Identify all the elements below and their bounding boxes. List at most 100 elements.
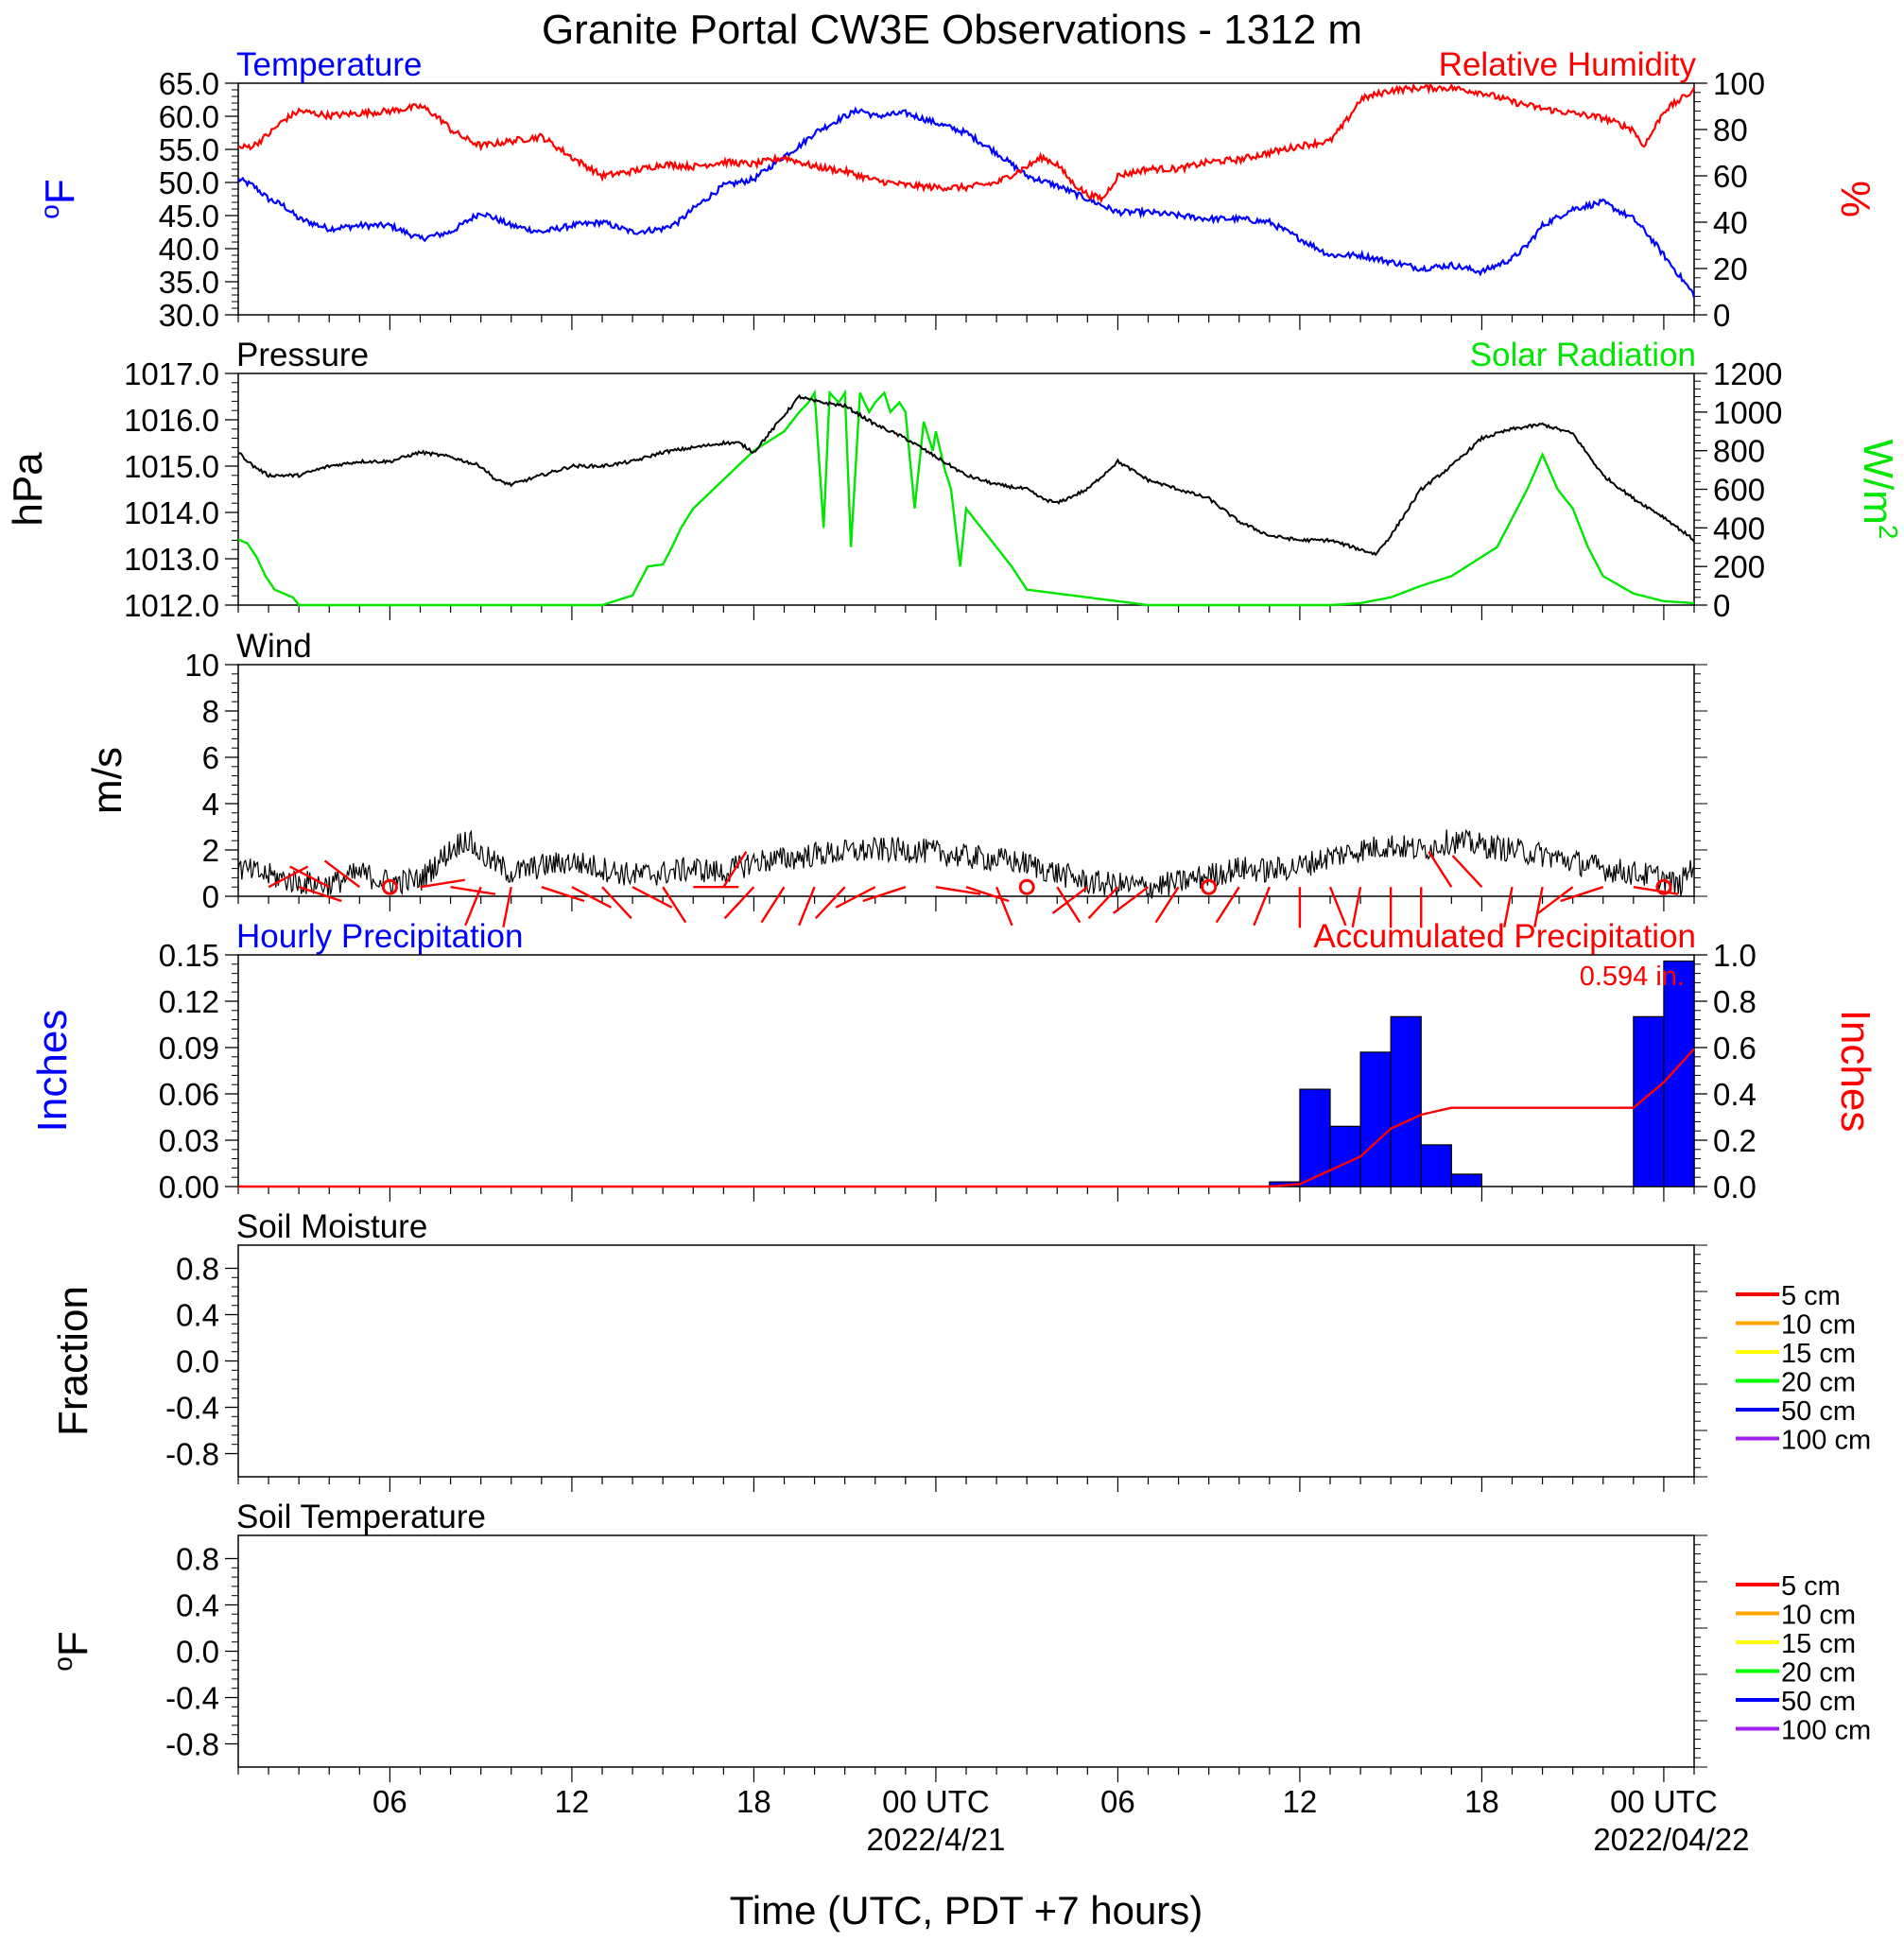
- time-tick-label: 06: [372, 1784, 407, 1819]
- y-axis-label-left: oF: [48, 1631, 96, 1671]
- wind-calm-marker: [1018, 878, 1035, 895]
- wind-barb: [298, 886, 342, 903]
- panel-precipitation-ytick-left-label: 0.15: [159, 938, 219, 973]
- panel-soil-temperature-ytick-left-label: -0.4: [165, 1681, 219, 1716]
- panel-wind-ytick-left-label: 2: [202, 833, 219, 868]
- precip-bar: [1633, 1015, 1665, 1187]
- panel-title-left: Soil Moisture: [236, 1208, 427, 1245]
- panel-temperature-humidity-ytick-left-label: 60.0: [159, 99, 219, 134]
- time-tick-label: 18: [736, 1784, 771, 1819]
- panel-temperature-humidity-ytick-right-label: 100: [1713, 66, 1765, 101]
- panel-soil-moisture-ytick-left-label: 0.8: [176, 1252, 219, 1287]
- wind-barb: [464, 886, 482, 927]
- time-tick-label: 12: [555, 1784, 590, 1819]
- degree-superscript: o: [48, 1656, 78, 1672]
- wind-barb: [289, 865, 330, 889]
- wind-barb: [268, 865, 309, 889]
- wind-barb: [1533, 886, 1544, 927]
- wind-barb: [1633, 886, 1679, 895]
- legend-label: 20 cm: [1781, 1368, 1856, 1398]
- time-tick-label: 18: [1464, 1784, 1499, 1819]
- time-tick-label: 06: [1100, 1784, 1135, 1819]
- series-temperature: [237, 106, 1696, 299]
- panel-temperature-humidity-ytick-right-label: 40: [1713, 205, 1748, 240]
- panel-precipitation-ytick-left-label: 0.00: [159, 1170, 219, 1204]
- series-pressure: [237, 393, 1695, 557]
- wind-barb: [1154, 886, 1180, 924]
- panel-temperature-humidity-ytick-left-label: 65.0: [159, 66, 219, 101]
- panel-temperature-humidity-ytick-right-label: 20: [1713, 251, 1748, 286]
- panel-precipitation-ytick-right-label: 0.0: [1713, 1170, 1757, 1204]
- panel-precipitation-ytick-right-label: 0.6: [1713, 1031, 1757, 1066]
- series-relative-humidity: [237, 82, 1696, 204]
- legend-label: 10 cm: [1781, 1601, 1856, 1631]
- series-solar-radiation: [237, 389, 1695, 607]
- panel-precipitation: Hourly Precipitation Accumulated Precipit…: [29, 918, 1878, 1204]
- panel-precipitation-ytick-right-label: 0.2: [1713, 1123, 1757, 1158]
- panel-pressure-solar-ytick-right-label: 1000: [1713, 395, 1782, 430]
- y-axis-label-left: Fraction: [50, 1286, 96, 1436]
- panel-title-left: Soil Temperature: [236, 1499, 486, 1535]
- legend-label: 15 cm: [1781, 1629, 1856, 1659]
- wind-barb: [723, 886, 755, 920]
- unit-superscript: 2: [1874, 525, 1903, 540]
- wind-barb: [1560, 886, 1604, 903]
- y-axis-label-left: hPa: [5, 452, 51, 527]
- wind-barb: [1253, 886, 1271, 927]
- panels: Temperature Relative Humidity65.060.055.0…: [5, 46, 1903, 1782]
- panel-temperature-humidity-ytick-left-label: 50.0: [159, 165, 219, 200]
- precip-bar: [1450, 1173, 1483, 1187]
- panel-title-left: Temperature: [236, 46, 422, 83]
- wind-barb: [1215, 886, 1240, 924]
- wind-calm-marker: [1655, 878, 1672, 895]
- wind-barb: [1056, 886, 1082, 924]
- wind-barb: [995, 886, 1013, 927]
- panel-soil-moisture-ytick-left-label: 0.4: [176, 1298, 219, 1333]
- wind-calm-marker: [381, 878, 398, 895]
- panel-temperature-humidity-ytick-left-label: 40.0: [159, 232, 219, 267]
- wind-barb: [662, 886, 687, 924]
- series-accumulated-precipitation: [238, 1048, 1695, 1188]
- panel-temperature-humidity-ytick-right-label: 0: [1713, 298, 1730, 333]
- panel-temperature-humidity-ytick-right-label: 60: [1713, 159, 1748, 194]
- legend-label: 100 cm: [1781, 1426, 1871, 1456]
- panel-soil-temperature-ytick-left-label: 0.8: [176, 1542, 219, 1577]
- legend-label: 100 cm: [1781, 1716, 1871, 1746]
- wind-barb: [1087, 886, 1119, 920]
- panel-pressure-solar-ytick-right-label: 400: [1713, 511, 1765, 546]
- date-label: 2022/4/21: [867, 1822, 1006, 1857]
- wind-barb: [323, 859, 361, 889]
- panel-pressure-solar-ytick-left-label: 1015.0: [124, 449, 219, 484]
- panel-temperature-humidity-ytick-right-label: 80: [1713, 113, 1748, 147]
- y-axis-label-right: W/m2: [1855, 440, 1903, 540]
- wind-barb: [1428, 851, 1453, 888]
- panel-soil-moisture: Soil Moisture 0.8 0.4 0.0 -0.4 -0.8 Fraction 5 …: [50, 1208, 1871, 1492]
- wind-barb: [835, 886, 876, 909]
- panel-temperature-humidity-ytick-left-label: 35.0: [159, 265, 219, 300]
- wind-barb: [502, 886, 512, 927]
- legend-label: 10 cm: [1781, 1310, 1856, 1341]
- panel-temperature-humidity-ytick-left-label: 55.0: [159, 132, 219, 167]
- wind-barb: [1113, 886, 1150, 914]
- panel-soil-moisture-ytick-left-label: -0.8: [165, 1437, 219, 1472]
- time-tick-label: 12: [1283, 1784, 1318, 1819]
- panel-temperature-humidity-ytick-left-label: 45.0: [159, 199, 219, 234]
- wind-barb: [1051, 886, 1089, 914]
- precip-total-label: 0.594 in.: [1580, 962, 1685, 992]
- legend-label: 50 cm: [1781, 1396, 1856, 1427]
- panel-wind-ytick-left-label: 6: [202, 740, 219, 775]
- wind-barb: [760, 886, 786, 924]
- precip-bar: [1299, 1088, 1331, 1187]
- panel-wind-ytick-left-label: 8: [202, 694, 219, 729]
- panel-precipitation-ytick-left-label: 0.12: [159, 984, 219, 1019]
- wind-barb: [632, 886, 673, 909]
- wind-barb: [541, 886, 585, 903]
- panel-title-left: Pressure: [236, 337, 369, 373]
- wind-barb: [1351, 886, 1362, 927]
- panel-precipitation-ytick-left-label: 0.06: [159, 1077, 219, 1112]
- panel-precipitation-ytick-right-label: 1.0: [1713, 938, 1757, 973]
- panel-temperature-humidity: Temperature Relative Humidity 65.060.055.0…: [35, 46, 1878, 333]
